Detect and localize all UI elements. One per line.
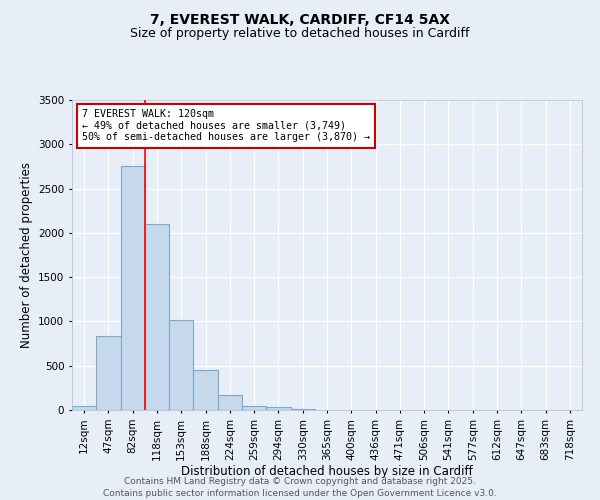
Bar [169, 320, 193, 410]
Bar [145, 224, 169, 410]
Text: Contains HM Land Registry data © Crown copyright and database right 2025.
Contai: Contains HM Land Registry data © Crown c… [103, 476, 497, 498]
Bar [193, 370, 218, 410]
Y-axis label: Number of detached properties: Number of detached properties [20, 162, 32, 348]
Bar [266, 408, 290, 410]
X-axis label: Distribution of detached houses by size in Cardiff: Distribution of detached houses by size … [181, 466, 473, 478]
Bar [218, 395, 242, 410]
Text: 7 EVEREST WALK: 120sqm
← 49% of detached houses are smaller (3,749)
50% of semi-: 7 EVEREST WALK: 120sqm ← 49% of detached… [82, 110, 370, 142]
Text: Size of property relative to detached houses in Cardiff: Size of property relative to detached ho… [130, 28, 470, 40]
Bar [290, 409, 315, 410]
Bar [121, 166, 145, 410]
Bar [242, 406, 266, 410]
Bar [96, 336, 121, 410]
Bar [72, 406, 96, 410]
Text: 7, EVEREST WALK, CARDIFF, CF14 5AX: 7, EVEREST WALK, CARDIFF, CF14 5AX [150, 12, 450, 26]
